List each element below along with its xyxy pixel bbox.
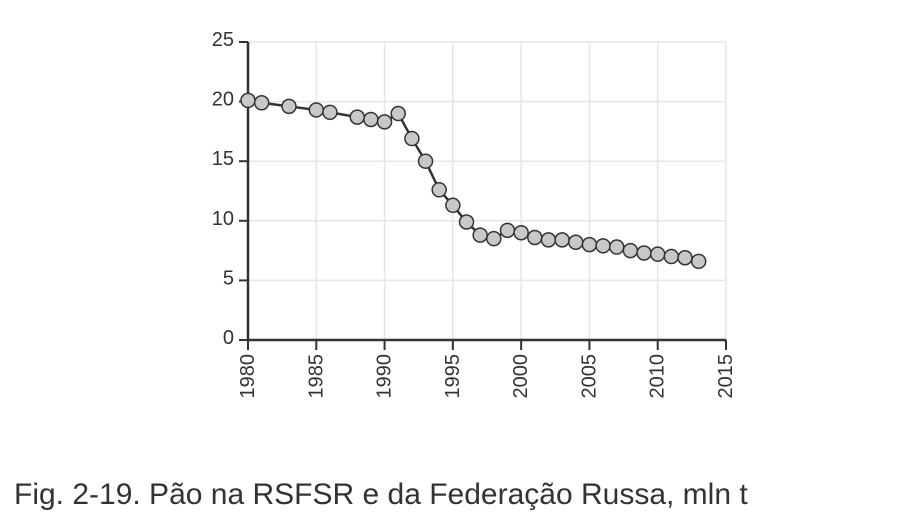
data-point [281,98,297,115]
data-point [690,253,707,270]
data-point [581,236,598,253]
data-point [513,224,529,241]
data-point [458,214,475,230]
data-point [568,234,584,251]
data-point [363,111,379,128]
data-point [253,95,270,111]
axes [239,41,727,350]
x-tick-labels: 1980 1985 1990 1995 2000 2005 2010 2015 [237,354,737,399]
x-tick-label: 1990 [374,354,396,399]
data-point [499,222,516,239]
data-point [649,246,666,262]
data-point [431,182,447,198]
data-point [527,229,543,246]
figure-caption: Fig. 2-19. Pão na RSFSR e da Federação R… [14,478,748,511]
data-point [595,238,611,254]
x-tick-label: 1985 [305,354,327,399]
x-tick-label: 2015 [715,354,737,399]
x-tick-label: 1980 [237,354,259,399]
data-point [554,232,570,248]
data-point [608,239,625,255]
data-point [322,104,338,121]
data-point [486,230,502,247]
data-point [404,130,420,147]
data-points [240,92,707,270]
data-point [417,153,434,169]
data-point [636,245,652,261]
data-point [240,92,256,109]
data-point [663,248,680,265]
data-point [349,109,366,125]
grid-lines [248,41,727,340]
data-point [472,227,488,243]
data-point [677,250,693,266]
data-point [622,242,639,259]
x-tick-label: 1995 [442,354,464,399]
data-point [390,105,406,122]
x-tick-label: 2010 [647,354,669,399]
line-chart: 0 5 10 15 20 25 1980 1985 1990 1995 2000 2005 2010 2… [212,29,737,399]
x-tick-label: 2005 [578,354,600,399]
y-tick-label: 15 [212,148,234,170]
data-point [540,232,557,248]
y-tick-label: 20 [212,89,234,111]
y-tick-labels: 0 5 10 15 20 25 [212,29,234,349]
y-tick-label: 25 [212,29,234,51]
data-point [445,197,461,214]
data-point [376,114,393,130]
data-point [308,102,325,118]
x-tick-label: 2000 [510,354,532,399]
y-tick-label: 0 [223,327,234,349]
y-tick-label: 10 [212,208,234,230]
y-tick-label: 5 [223,267,234,289]
